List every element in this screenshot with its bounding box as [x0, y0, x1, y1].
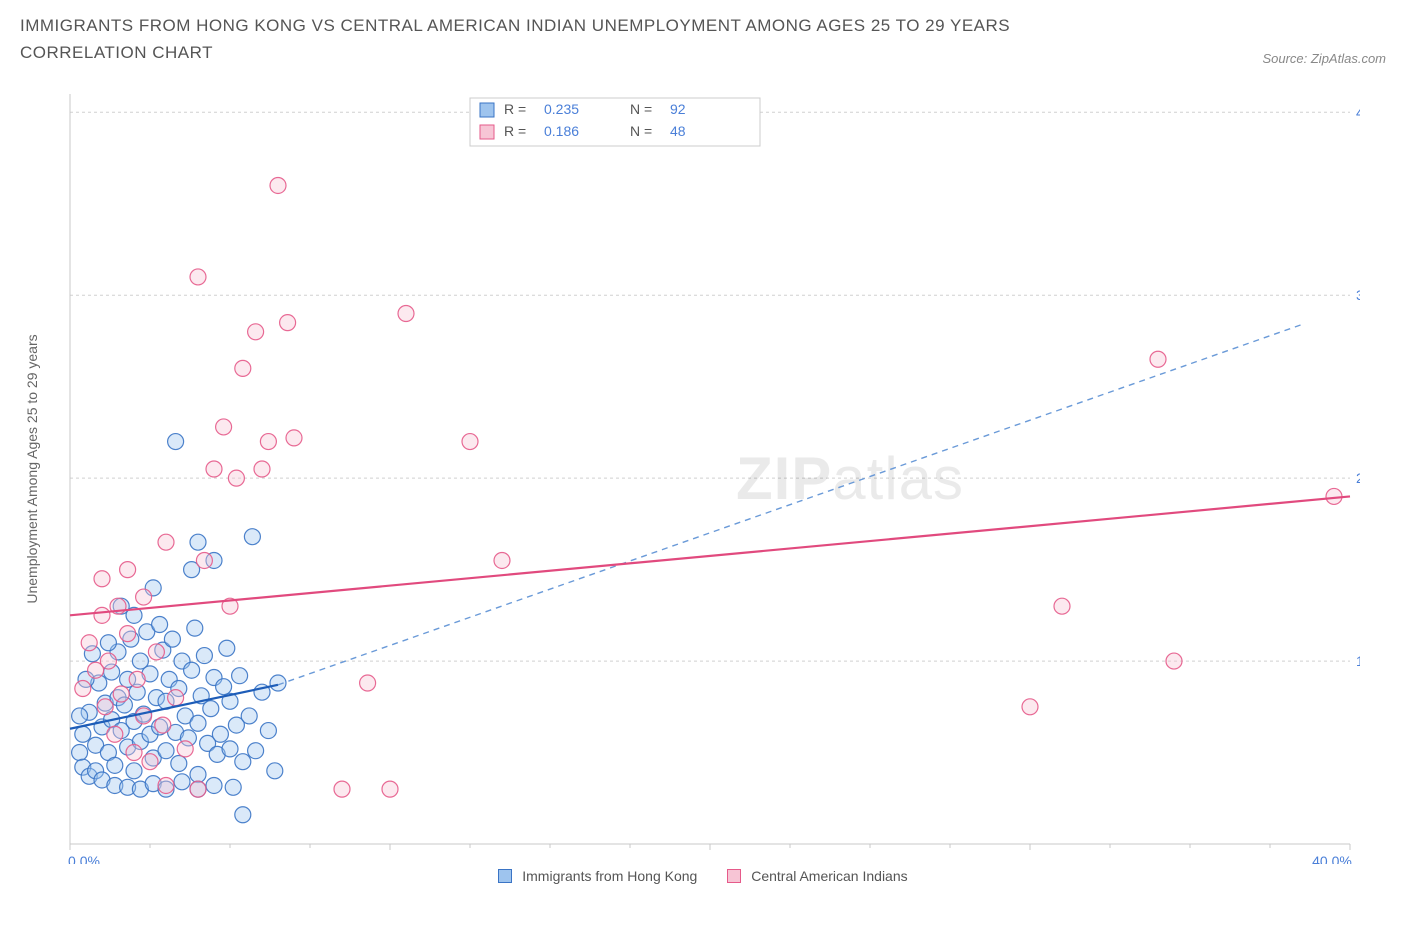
- svg-text:R =: R =: [504, 101, 526, 117]
- legend-swatch-icon: [498, 869, 512, 883]
- y-axis-label: Unemployment Among Ages 25 to 29 years: [24, 335, 40, 604]
- svg-text:40.0%: 40.0%: [1356, 105, 1360, 121]
- svg-text:40.0%: 40.0%: [1312, 853, 1352, 864]
- svg-text:48: 48: [670, 123, 686, 139]
- svg-text:N =: N =: [630, 123, 652, 139]
- svg-text:0.0%: 0.0%: [68, 853, 100, 864]
- svg-text:10.0%: 10.0%: [1356, 653, 1360, 669]
- svg-text:ZIPatlas: ZIPatlas: [736, 445, 964, 512]
- svg-text:30.0%: 30.0%: [1356, 288, 1360, 304]
- legend-label: Central American Indians: [751, 868, 907, 884]
- svg-text:0.235: 0.235: [544, 101, 579, 117]
- legend-label: Immigrants from Hong Kong: [522, 868, 697, 884]
- svg-text:N =: N =: [630, 101, 652, 117]
- correlation-scatter-chart: 10.0% 20.0% 30.0% 40.0% 0.0% 40.0% ZIPatlas R =…: [20, 74, 1360, 864]
- legend-entry-hk: Immigrants from Hong Kong: [498, 868, 697, 884]
- svg-text:R =: R =: [504, 123, 526, 139]
- legend-swatch-icon: [727, 869, 741, 883]
- bottom-legend: Immigrants from Hong Kong Central Americ…: [20, 868, 1386, 884]
- svg-text:0.186: 0.186: [544, 123, 579, 139]
- legend-entry-cai: Central American Indians: [727, 868, 907, 884]
- source-label: Source: ZipAtlas.com: [1262, 51, 1386, 66]
- svg-text:20.0%: 20.0%: [1356, 471, 1360, 487]
- chart-title: IMMIGRANTS FROM HONG KONG VS CENTRAL AME…: [20, 12, 1120, 66]
- svg-text:92: 92: [670, 101, 686, 117]
